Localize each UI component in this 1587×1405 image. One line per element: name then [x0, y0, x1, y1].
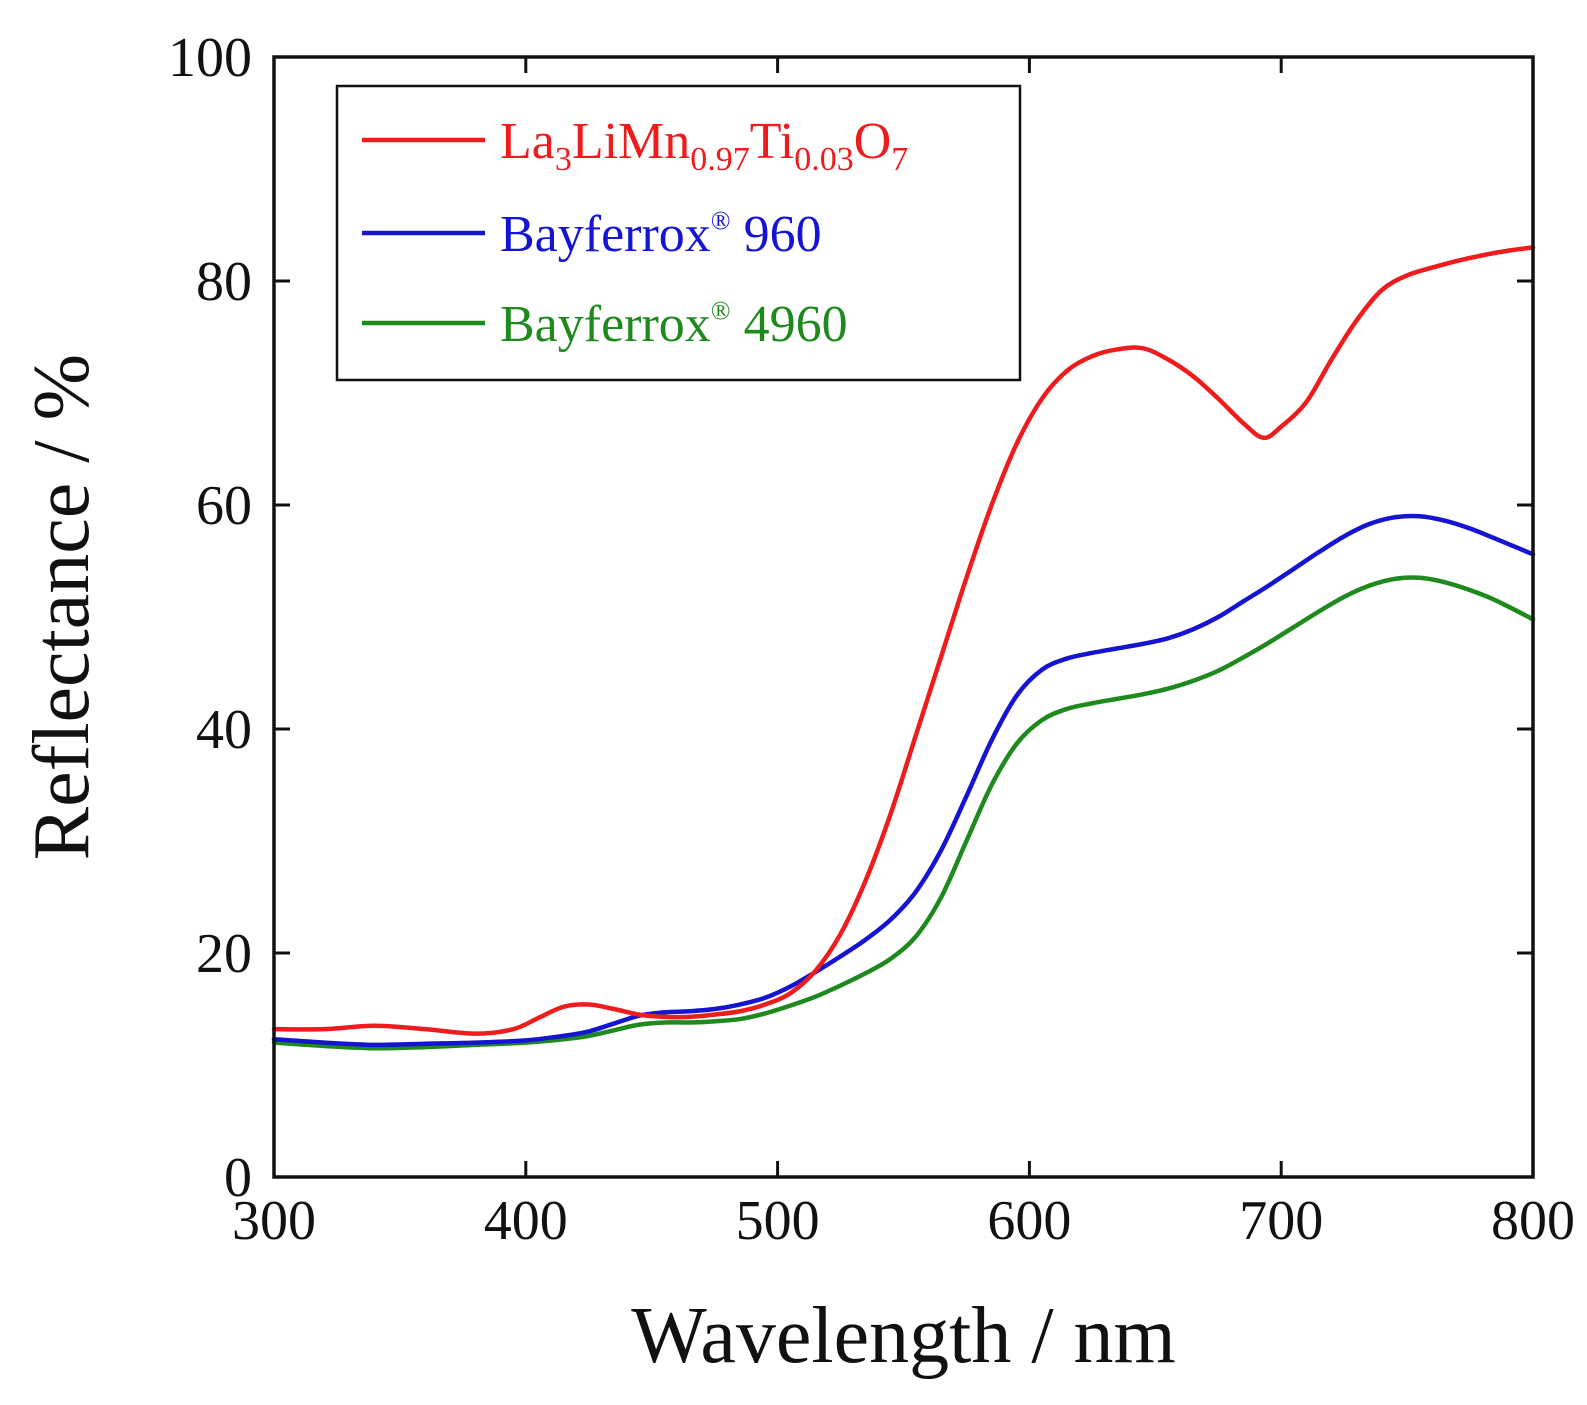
series-line-2	[271, 575, 1536, 1051]
x-tick-label: 800	[1491, 1190, 1575, 1252]
legend-label-part: Ti	[750, 113, 794, 170]
legend-label-part: 3	[555, 141, 572, 178]
legend-label-part: Bayferrox	[500, 296, 711, 353]
x-tick-label: 400	[484, 1190, 568, 1252]
legend-label: Bayferrox® 960	[500, 206, 822, 263]
ticks-layer: 300 400 500 600 700 800 0 20 40 60 80 100	[168, 27, 1575, 1252]
legend-label-part: La	[500, 113, 555, 170]
y-tick-label: 20	[196, 923, 252, 985]
legend-item-2: Bayferrox® 4960	[362, 296, 848, 353]
series-line-1	[271, 513, 1536, 1048]
series-line-0	[271, 245, 1536, 1036]
legend-label-part: 4960	[731, 296, 848, 353]
x-axis-title: Wavelength / nm	[631, 1292, 1176, 1380]
y-tick-label: 100	[168, 27, 252, 89]
legend-label-part: 0.03	[794, 141, 854, 178]
legend-item-1: Bayferrox® 960	[362, 206, 822, 263]
y-tick-label: 80	[196, 251, 252, 313]
x-tick-label: 500	[736, 1190, 820, 1252]
legend-label-part: ®	[711, 296, 731, 325]
legend-label-part: ®	[711, 206, 731, 235]
y-axis-title: Reflectance / %	[18, 354, 106, 860]
legend-item-0: La3LiMn0.97Ti0.03O7	[362, 113, 908, 178]
legend-label-part: 960	[731, 206, 822, 263]
legend-label-part: 7	[891, 141, 908, 178]
legend-label-part: Bayferrox	[500, 206, 711, 263]
legend-label: Bayferrox® 4960	[500, 296, 848, 353]
legend-label-part: O	[854, 113, 892, 170]
y-tick-label: 60	[196, 475, 252, 537]
legend-label-part: 0.97	[690, 141, 750, 178]
y-tick-label: 40	[196, 699, 252, 761]
legend-label: La3LiMn0.97Ti0.03O7	[500, 113, 908, 178]
x-tick-label: 300	[232, 1190, 316, 1252]
x-tick-label: 700	[1239, 1190, 1323, 1252]
x-tick-label: 600	[987, 1190, 1071, 1252]
y-tick-label: 0	[224, 1147, 252, 1209]
plot-frame	[272, 55, 1535, 1179]
series-layer	[271, 245, 1536, 1051]
legend-label-part: LiMn	[572, 113, 690, 170]
